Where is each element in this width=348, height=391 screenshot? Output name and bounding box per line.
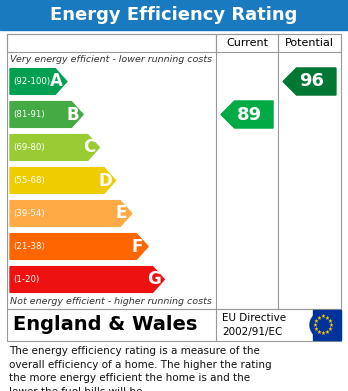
- Text: (55-68): (55-68): [13, 176, 45, 185]
- Text: Current: Current: [226, 38, 268, 48]
- Text: ★: ★: [313, 323, 317, 328]
- Bar: [7, 34, 341, 309]
- Text: (1-20): (1-20): [13, 275, 39, 284]
- Text: ★: ★: [321, 330, 325, 335]
- Text: A: A: [50, 72, 63, 90]
- Text: Very energy efficient - lower running costs: Very energy efficient - lower running co…: [10, 55, 212, 64]
- Text: E: E: [116, 204, 127, 222]
- Text: (81-91): (81-91): [13, 110, 45, 119]
- Bar: [216, 34, 278, 52]
- Text: ★: ★: [327, 319, 332, 323]
- Circle shape: [310, 312, 336, 338]
- Bar: [313, 310, 341, 340]
- Text: ★: ★: [329, 323, 333, 328]
- Bar: [278, 34, 341, 52]
- Polygon shape: [10, 267, 164, 292]
- Bar: [7, 34, 216, 52]
- Polygon shape: [10, 69, 67, 94]
- Text: ★: ★: [325, 316, 330, 321]
- Text: ★: ★: [325, 330, 330, 334]
- Text: ★: ★: [317, 316, 322, 321]
- Polygon shape: [10, 135, 99, 160]
- Text: 89: 89: [237, 106, 262, 124]
- Text: ★: ★: [317, 330, 322, 334]
- Text: B: B: [66, 106, 79, 124]
- Text: (69-80): (69-80): [13, 143, 45, 152]
- Text: C: C: [83, 138, 95, 156]
- Polygon shape: [10, 102, 83, 127]
- Text: ★: ★: [321, 314, 325, 319]
- Text: Potential: Potential: [285, 38, 334, 48]
- Text: ★: ★: [327, 326, 332, 332]
- Polygon shape: [283, 68, 336, 95]
- Text: ★: ★: [314, 326, 318, 332]
- Text: (21-38): (21-38): [13, 242, 45, 251]
- Bar: [0, 0, 348, 30]
- Polygon shape: [10, 201, 132, 226]
- Text: The energy efficiency rating is a measure of the
overall efficiency of a home. T: The energy efficiency rating is a measur…: [9, 346, 272, 391]
- Text: (92-100): (92-100): [13, 77, 50, 86]
- Text: ★: ★: [314, 319, 318, 323]
- Text: G: G: [147, 271, 161, 289]
- Text: EU Directive
2002/91/EC: EU Directive 2002/91/EC: [222, 314, 286, 337]
- Text: F: F: [132, 237, 143, 255]
- Polygon shape: [221, 101, 273, 128]
- Text: Not energy efficient - higher running costs: Not energy efficient - higher running co…: [10, 297, 212, 306]
- Polygon shape: [10, 234, 148, 259]
- Bar: [7, 309, 341, 341]
- Text: England & Wales: England & Wales: [13, 316, 197, 334]
- Text: 96: 96: [299, 72, 324, 90]
- Text: Energy Efficiency Rating: Energy Efficiency Rating: [50, 6, 298, 24]
- Text: D: D: [98, 172, 112, 190]
- Text: (39-54): (39-54): [13, 209, 45, 218]
- Polygon shape: [10, 168, 116, 194]
